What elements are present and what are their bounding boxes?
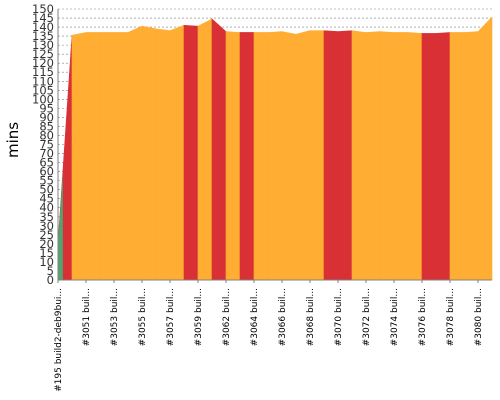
area-segment-build-3072 [351,30,367,281]
area-segment-build-3073 [365,31,381,281]
area-segment-build-3056 [141,25,157,281]
y-tick-label: 120 [32,56,54,70]
y-tick-label: 35 [39,210,54,224]
area-segment-build-3070 [323,30,339,281]
area-segment-build-3068 [295,30,311,281]
y-tick-label: 15 [39,246,54,260]
area-segment-build-3081 [477,16,493,281]
y-tick-label: 130 [32,38,54,52]
y-tick-label: 50 [39,183,54,197]
y-tick-label: 0 [47,273,54,287]
area-segment-build-3060 [197,18,213,281]
y-tick-label: 30 [39,219,54,233]
area-segment-build-3054 [113,32,129,281]
area-segment-build-3065 [253,32,269,281]
area-segment-build-3064 [239,32,255,281]
area-segment-build-3079 [449,32,465,281]
y-tick-label: 100 [32,92,54,106]
area-segment-build-3074 [379,31,395,281]
y-tick-label: 90 [39,110,54,124]
area-segment-build-3051 [71,32,87,281]
x-tick-label: #3057 buil... [166,288,176,346]
area-segment-build-3063 [225,31,241,281]
area-segment-build-3057 [155,28,171,281]
x-tick-label: #3076 buil... [418,288,428,346]
x-tick-label: #3080 buil... [474,288,484,346]
x-tick-label: #3062 buil... [222,288,232,346]
x-tick-label: #3059 buil... [194,288,204,346]
area-segment-build-3075 [393,32,409,281]
x-tick-label: #3055 buil... [138,288,148,346]
y-tick-label: 85 [39,119,54,133]
y-tick-label: 25 [39,228,54,242]
y-tick-label: 75 [39,138,54,152]
y-tick-label: 150 [32,2,54,16]
x-tick-label: #3078 buil... [446,288,456,346]
y-tick-label: 135 [32,29,54,43]
area-series [57,16,493,281]
area-segment-build-3076 [407,32,423,281]
x-tick-label: #3066 buil... [278,288,288,346]
area-segment-build-3059 [183,24,199,281]
y-tick-label: 140 [32,20,54,34]
x-tick-label: #3072 buil... [362,288,372,346]
area-segment-build-3062 [211,18,227,281]
y-tick-label: 65 [39,156,54,170]
y-tick-labels: 0510152025303540455055606570758085909510… [32,2,54,287]
area-segment-build-3078 [435,32,451,281]
y-tick-label: 5 [47,264,54,278]
area-segment-build-3077 [421,33,437,281]
area-segment-build-3069 [309,30,325,281]
area-segment-build-195 [58,170,63,280]
area-segment-build-3066 [267,31,283,281]
x-tick-label: #3068 buil... [306,288,316,346]
y-tick-label: 125 [32,47,54,61]
y-tick-label: 80 [39,128,54,142]
y-tick-label: 95 [39,101,54,115]
x-tick-label: #3053 buil... [110,288,120,346]
y-tick-label: 20 [39,237,54,251]
area-segment-build-3067 [281,31,297,281]
area-segment-build-3052 [85,32,101,281]
y-tick-label: 105 [32,83,54,97]
y-axis-label: mins [4,122,22,158]
y-tick-label: 110 [32,74,54,88]
area-segment-build-3058 [169,24,185,281]
y-tick-label: 10 [39,255,54,269]
area-segment-build-3055 [127,25,143,281]
x-tick-label: #195 build2-deb9bui... [54,288,64,392]
area-segment-build-3071 [337,30,353,281]
x-tick-label: #3051 buil... [82,288,92,346]
x-tick-label: #3064 buil... [250,288,260,346]
y-tick-label: 55 [39,174,54,188]
y-tick-label: 45 [39,192,54,206]
x-tick-label: #3070 buil... [334,288,344,346]
y-tick-label: 60 [39,165,54,179]
y-tick-label: 40 [39,201,54,215]
area-segment-build-3080 [463,31,479,281]
area-segment-build-3053 [99,32,115,281]
axes [57,9,492,281]
y-tick-label: 145 [32,11,54,25]
x-tick-label: #3074 buil... [390,288,400,346]
y-tick-label: 70 [39,147,54,161]
x-tick-labels: #195 build2-deb9bui... #3051 buil... #3053… [54,280,484,392]
y-tick-label: 115 [32,65,54,79]
